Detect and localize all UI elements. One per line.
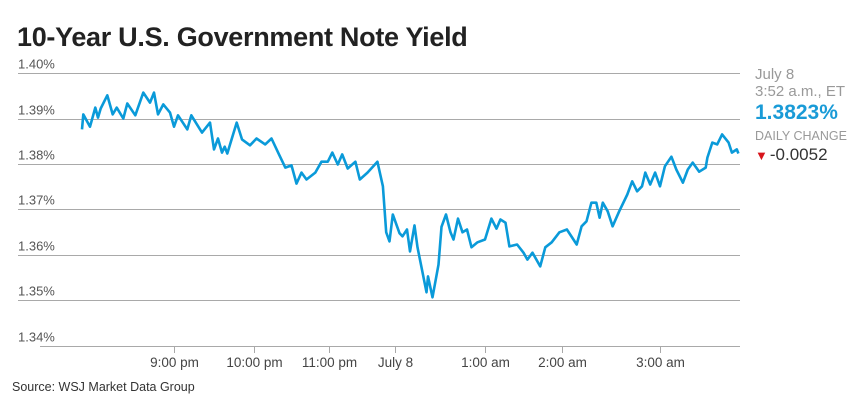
y-tick-label: 1.35% [18,284,55,299]
y-tick-label: 1.39% [18,103,55,118]
y-tick-label: 1.37% [18,193,55,208]
daily-change-value: -0.0052 [769,145,828,164]
quote-date: July 8 [755,66,795,83]
x-tick-label: 1:00 am [461,355,510,370]
y-tick-label: 1.38% [18,148,55,163]
y-tick-label: 1.34% [18,330,55,345]
x-tick-label: 3:00 am [636,355,685,370]
daily-change-label: DAILY CHANGE [755,129,847,143]
x-axis-ticks: 9:00 pm 10:00 pm 11:00 pm July 8 1:00 am 2:00… [150,347,685,370]
chart-title: 10-Year U.S. Government Note Yield [17,22,468,52]
down-triangle-icon: ▼ [755,148,768,163]
y-tick-label: 1.36% [18,239,55,254]
y-axis-labels: 1.40% 1.39% 1.38% 1.37% 1.36% 1.35% 1.34% [18,57,55,345]
x-tick-label: 9:00 pm [150,355,199,370]
quote-value: 1.3823% [755,101,838,124]
yield-series-line [80,91,740,299]
quote-time: 3:52 a.m., ET [755,83,846,100]
daily-change: ▼ -0.0052 [755,145,847,165]
x-tick-label: July 8 [378,355,413,370]
x-tick-label: 2:00 am [538,355,587,370]
y-tick-label: 1.40% [18,57,55,72]
source-note: Source: WSJ Market Data Group [12,380,195,394]
quote-panel: July 8 3:52 a.m., ET 1.3823% DAILY CHANG… [755,66,847,165]
x-tick-label: 11:00 pm [302,355,357,370]
x-tick-label: 10:00 pm [226,355,282,370]
